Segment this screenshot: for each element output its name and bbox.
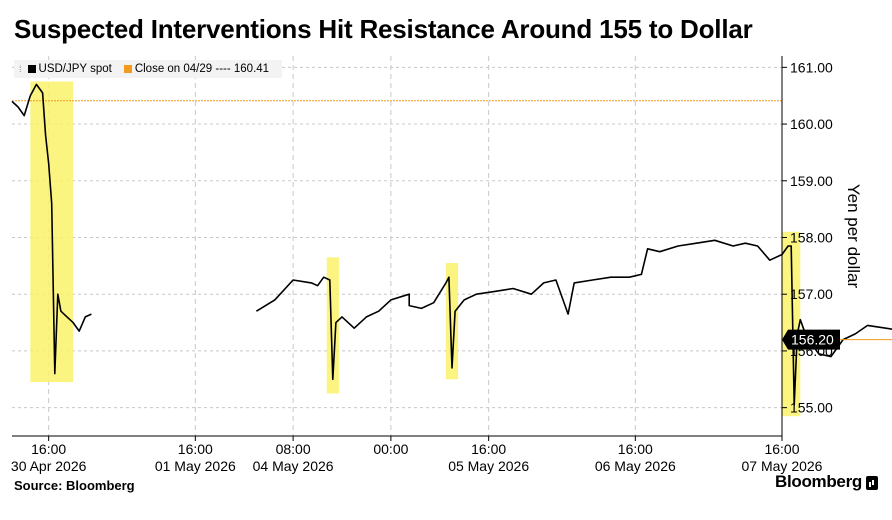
x-tick-time-label: 16:00 — [31, 441, 66, 457]
last-value-label: 156.20 — [791, 332, 834, 348]
legend: ⁞ USD/JPY spot Close on 04/29 ---- 160.4… — [14, 60, 283, 78]
x-tick-time-label: 16:00 — [764, 441, 799, 457]
x-tick-date-label: 30 Apr 2026 — [11, 458, 87, 474]
y-tick-label: 160.00 — [790, 116, 833, 132]
series-swatch — [27, 65, 36, 73]
x-tick-date-label: 01 May 2026 — [155, 458, 236, 474]
y-tick-label: 158.00 — [790, 229, 833, 245]
bloomberg-chart-icon — [866, 476, 878, 490]
x-tick-time-label: 08:00 — [276, 441, 311, 457]
x-tick-time-label: 16:00 — [618, 441, 653, 457]
legend-item-close[interactable]: Close on 04/29 ---- 160.41 — [123, 63, 270, 75]
brand-logo: Bloomberg — [774, 472, 862, 491]
y-axis-label: Yen per dollar — [844, 184, 863, 289]
legend-item-series[interactable]: USD/JPY spot — [27, 63, 112, 75]
source-note: Source: Bloomberg — [14, 478, 135, 493]
x-tick-time-label: 00:00 — [373, 441, 408, 457]
x-tick-date-label: 06 May 2026 — [595, 458, 676, 474]
y-tick-label: 159.00 — [790, 173, 833, 189]
y-tick-label: 161.00 — [790, 59, 833, 75]
last-value-tag — [782, 329, 840, 350]
usdjpy-series-line — [11, 83, 892, 406]
legend-series-label: USD/JPY spot — [38, 63, 112, 75]
legend-close-label: Close on 04/29 ---- 160.41 — [134, 63, 270, 75]
legend-grip-icon[interactable]: ⁞ — [19, 64, 22, 74]
x-tick-date-label: 07 May 2026 — [742, 458, 823, 474]
chart-title: Suspected Interventions Hit Resistance A… — [14, 14, 753, 44]
close-swatch — [123, 65, 132, 73]
x-tick-time-label: 16:00 — [178, 441, 213, 457]
x-tick-time-label: 16:00 — [471, 441, 506, 457]
y-tick-label: 155.00 — [790, 400, 833, 416]
x-tick-date-label: 05 May 2026 — [448, 458, 529, 474]
y-tick-label: 157.00 — [790, 286, 833, 302]
x-tick-date-label: 04 May 2026 — [253, 458, 334, 474]
